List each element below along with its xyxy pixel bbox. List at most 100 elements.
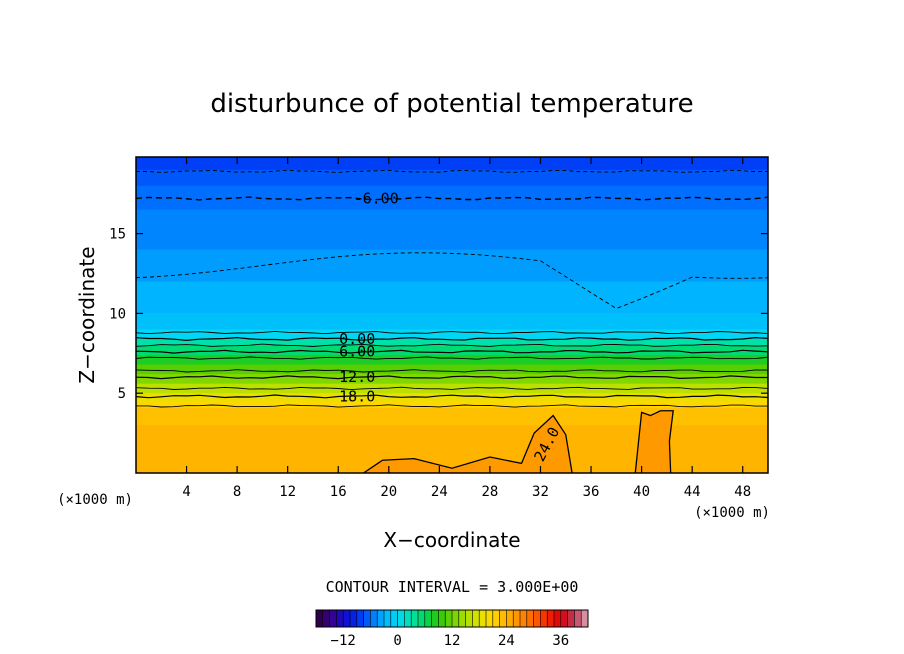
colorbar-cell <box>581 610 589 627</box>
x-axis-label: X−coordinate <box>383 528 520 552</box>
colorbar-cell <box>574 610 582 627</box>
field-band <box>136 338 768 346</box>
x-axis: 4 8 12 16 20 24 28 32 36 40 44 48 <box>182 157 751 500</box>
colorbar-cell <box>499 610 507 627</box>
colorbar-cell <box>418 610 426 627</box>
contour-line <box>136 252 768 310</box>
contour-line <box>136 369 768 373</box>
contour-line <box>136 356 768 360</box>
contour-line <box>136 169 768 173</box>
x-tick-label: 24 <box>431 484 448 500</box>
field-band <box>136 209 768 251</box>
y-axis-label: Z−coordinate <box>75 246 99 383</box>
colorbar-cell <box>356 610 364 627</box>
colorbar-cell <box>431 610 439 627</box>
field-band <box>136 401 768 409</box>
x-tick-label: 32 <box>532 484 549 500</box>
field-band <box>136 169 768 187</box>
colorbar-cell <box>350 610 358 627</box>
colorbar-cell <box>336 610 344 627</box>
colorbar-cell <box>540 610 548 627</box>
colorbar-cell <box>513 610 521 627</box>
colorbar-cell <box>452 610 460 627</box>
warm-region <box>363 415 573 473</box>
y-tick-label: 5 <box>118 386 126 402</box>
field-band <box>136 374 768 385</box>
colorbar-cell <box>506 610 514 627</box>
contour-line <box>136 196 768 201</box>
contour-line <box>136 343 768 347</box>
colorbar-cell <box>472 610 480 627</box>
colorbar-cell <box>316 610 324 627</box>
field-band <box>136 393 768 402</box>
contour-label: 0.00 <box>339 330 375 348</box>
colorbar-cell <box>397 610 405 627</box>
colorbar-cell <box>445 610 453 627</box>
colorbar-cell <box>465 610 473 627</box>
colorbar-cell <box>567 610 575 627</box>
colorbar-ticks: −12 0 12 24 36 <box>331 633 570 649</box>
contour-label: -6.00 <box>354 189 399 207</box>
x-tick-label: 4 <box>182 484 190 500</box>
colorbar-cell <box>554 610 562 627</box>
colorbar-cell <box>384 610 392 627</box>
plot-area <box>136 157 768 473</box>
colorbar-cell <box>458 610 466 627</box>
colorbar-cell <box>322 610 330 627</box>
contour-interval-text: CONTOUR INTERVAL = 3.000E+00 <box>326 578 579 596</box>
field-band <box>136 281 768 315</box>
colorbar-cell <box>390 610 398 627</box>
colorbar <box>315 609 589 628</box>
colorbar-cell <box>370 610 378 627</box>
x-tick-label: 20 <box>380 484 397 500</box>
colorbar-tick-label: 0 <box>393 633 401 649</box>
x-tick-label: 36 <box>583 484 600 500</box>
colorbar-cell <box>560 610 568 627</box>
colorbar-cell <box>547 610 555 627</box>
field-band <box>136 157 768 171</box>
x-unit-right: (×1000 m) <box>694 505 770 521</box>
warm-region <box>635 410 674 473</box>
contour-line <box>136 330 768 335</box>
field-band <box>136 364 768 375</box>
colorbar-cell <box>492 610 500 627</box>
x-tick-label: 28 <box>481 484 498 500</box>
contour-line <box>634 410 674 473</box>
colorbar-cell <box>520 610 528 627</box>
contour-label: 12.0 <box>339 368 375 386</box>
colorbar-cell <box>329 610 337 627</box>
contour-line <box>136 394 768 399</box>
field-band <box>136 354 768 366</box>
field-band <box>136 329 768 340</box>
field-band <box>136 407 768 426</box>
field-band <box>136 345 768 356</box>
contour-label: 6.00 <box>339 343 375 361</box>
field-band <box>136 425 768 473</box>
field-band <box>136 383 768 394</box>
x-tick-label: 44 <box>684 484 701 500</box>
x-tick-label: 40 <box>633 484 650 500</box>
contour-line <box>136 336 768 342</box>
contour-lines <box>136 169 768 473</box>
colorbar-cell <box>486 610 494 627</box>
y-tick-label: 10 <box>109 306 126 322</box>
field-band <box>136 249 768 283</box>
chart-title: disturbunce of potential temperature <box>210 89 693 119</box>
colorbar-cell <box>533 610 541 627</box>
colorbar-cell <box>404 610 412 627</box>
x-tick-label: 48 <box>734 484 751 500</box>
contour-line <box>363 414 573 473</box>
contour-line <box>136 375 768 380</box>
colorbar-cell <box>411 610 419 627</box>
contour-line <box>136 386 768 391</box>
x-tick-label: 16 <box>330 484 347 500</box>
colorbar-cell <box>438 610 446 627</box>
colorbar-cell <box>377 610 385 627</box>
y-tick-label: 15 <box>109 227 126 243</box>
contour-line <box>136 404 768 408</box>
contour-label: 18.0 <box>339 387 375 405</box>
y-axis: 5 10 15 <box>109 227 768 402</box>
plot-frame <box>135 156 769 474</box>
